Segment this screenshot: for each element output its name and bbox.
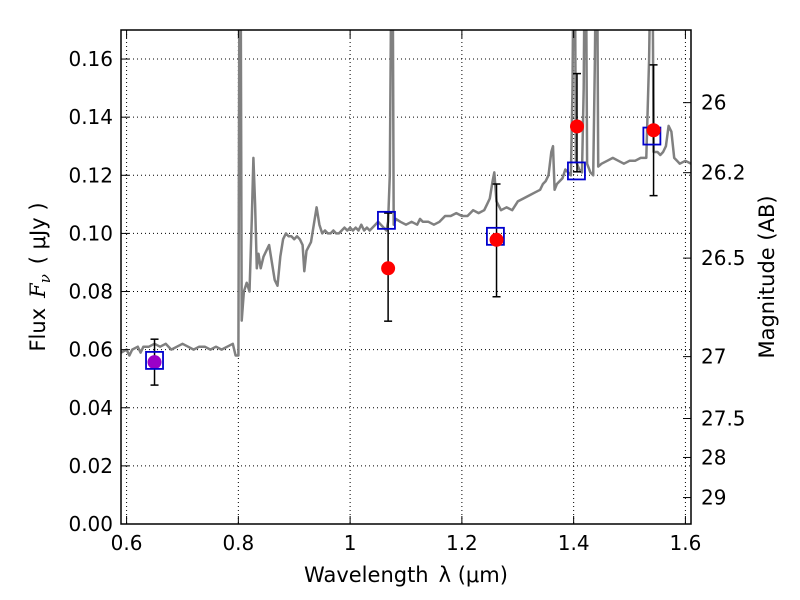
right-tick-label: 26.5	[701, 246, 746, 270]
observed-point	[381, 261, 396, 276]
y-tick-label: 0.14	[68, 105, 113, 129]
grid-lines	[121, 30, 691, 525]
marker-layer	[145, 64, 662, 386]
y-tick-label: 0.08	[68, 280, 113, 304]
right-tick-label: 28	[701, 445, 726, 469]
x-tick-label: 1.4	[558, 531, 590, 555]
y-tick-label: 0.16	[68, 47, 113, 71]
x-tick-label: 1.2	[446, 531, 478, 555]
right-axis-label: Magnitude (AB)	[755, 195, 779, 358]
right-tick-label: 26	[701, 91, 726, 115]
model-photometry-square	[377, 210, 396, 230]
x-axis-label: Wavelength λ (μm)	[304, 563, 508, 587]
y-axis-label-text: Flux	[26, 308, 50, 352]
y-tick-label: 0.04	[68, 396, 113, 420]
y-tick-label: 0.10	[68, 221, 113, 245]
model-photometry-square	[145, 350, 164, 370]
right-tick-label: 27	[701, 345, 726, 369]
x-tick-label: 1.6	[670, 531, 702, 555]
y-tick-label: 0.00	[68, 512, 113, 536]
model-spectrum-line	[121, 30, 691, 357]
y-tick-label: 0.02	[68, 454, 113, 478]
x-tick-label: 0.6	[111, 531, 143, 555]
y-tick-label: 0.12	[68, 163, 113, 187]
y-tick-label: 0.06	[68, 338, 113, 362]
tick-layer: 0.6 0.8 1 1.2 1.4 1.6 0.00 0.02 0.04 0.06 0.08 0.10…	[68, 30, 746, 555]
right-tick-label: 29	[701, 486, 726, 510]
observed-point	[147, 355, 162, 370]
right-tick-label: 26.2	[701, 161, 746, 185]
model-photometry-square	[567, 161, 586, 181]
right-tick-label: 27.5	[701, 407, 746, 431]
y-axis-label: Flux Fν ( μJy )	[26, 202, 54, 351]
y-axis-label-symbol: F	[26, 282, 50, 299]
x-tick-label: 0.8	[222, 531, 254, 555]
x-axis-label-text: Wavelength	[304, 563, 429, 587]
y-axis-label-subscript: ν	[36, 274, 54, 283]
observed-point	[646, 123, 661, 138]
observed-point	[489, 232, 504, 247]
x-axis-label-math: λ (μm)	[439, 563, 508, 587]
plot-area	[121, 30, 691, 386]
observed-point	[570, 119, 584, 134]
x-tick-label: 1	[344, 531, 357, 555]
y-axis-label-unit: ( μJy )	[26, 202, 50, 264]
series-layer	[121, 30, 691, 357]
axes-frame	[120, 29, 692, 525]
